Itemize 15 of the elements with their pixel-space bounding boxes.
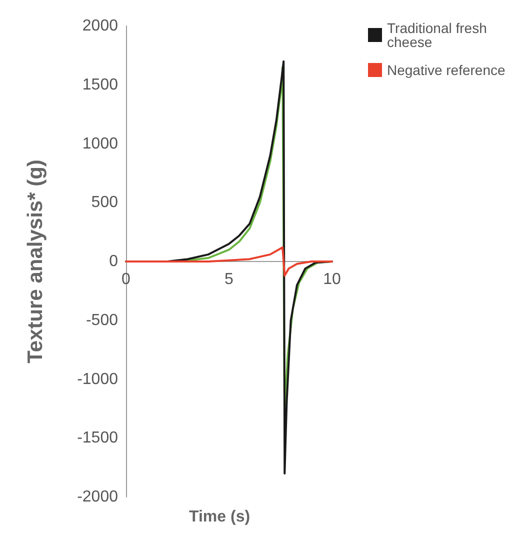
y-axis-title: Texture analysis* (g) [24, 160, 47, 364]
y-tick-label: 0 [109, 253, 118, 270]
y-tick-label: -1500 [77, 430, 118, 447]
y-tick-label: 1500 [82, 76, 118, 94]
x-tick-label: 5 [224, 271, 234, 288]
y-tick-label: 500 [91, 194, 118, 212]
y-tick-label: -2000 [77, 488, 118, 506]
x-tick-label: 10 [323, 271, 341, 288]
x-axis-title: Time (s) [189, 508, 250, 526]
y-tick-label: -500 [86, 312, 118, 329]
y-tick-label: 1000 [82, 135, 118, 152]
legend-label: Traditional fresh cheese [387, 20, 491, 50]
y-tick-label: -1000 [77, 370, 118, 388]
y-tick-label: 2000 [82, 18, 118, 34]
legend-label: Negative reference [387, 62, 506, 78]
